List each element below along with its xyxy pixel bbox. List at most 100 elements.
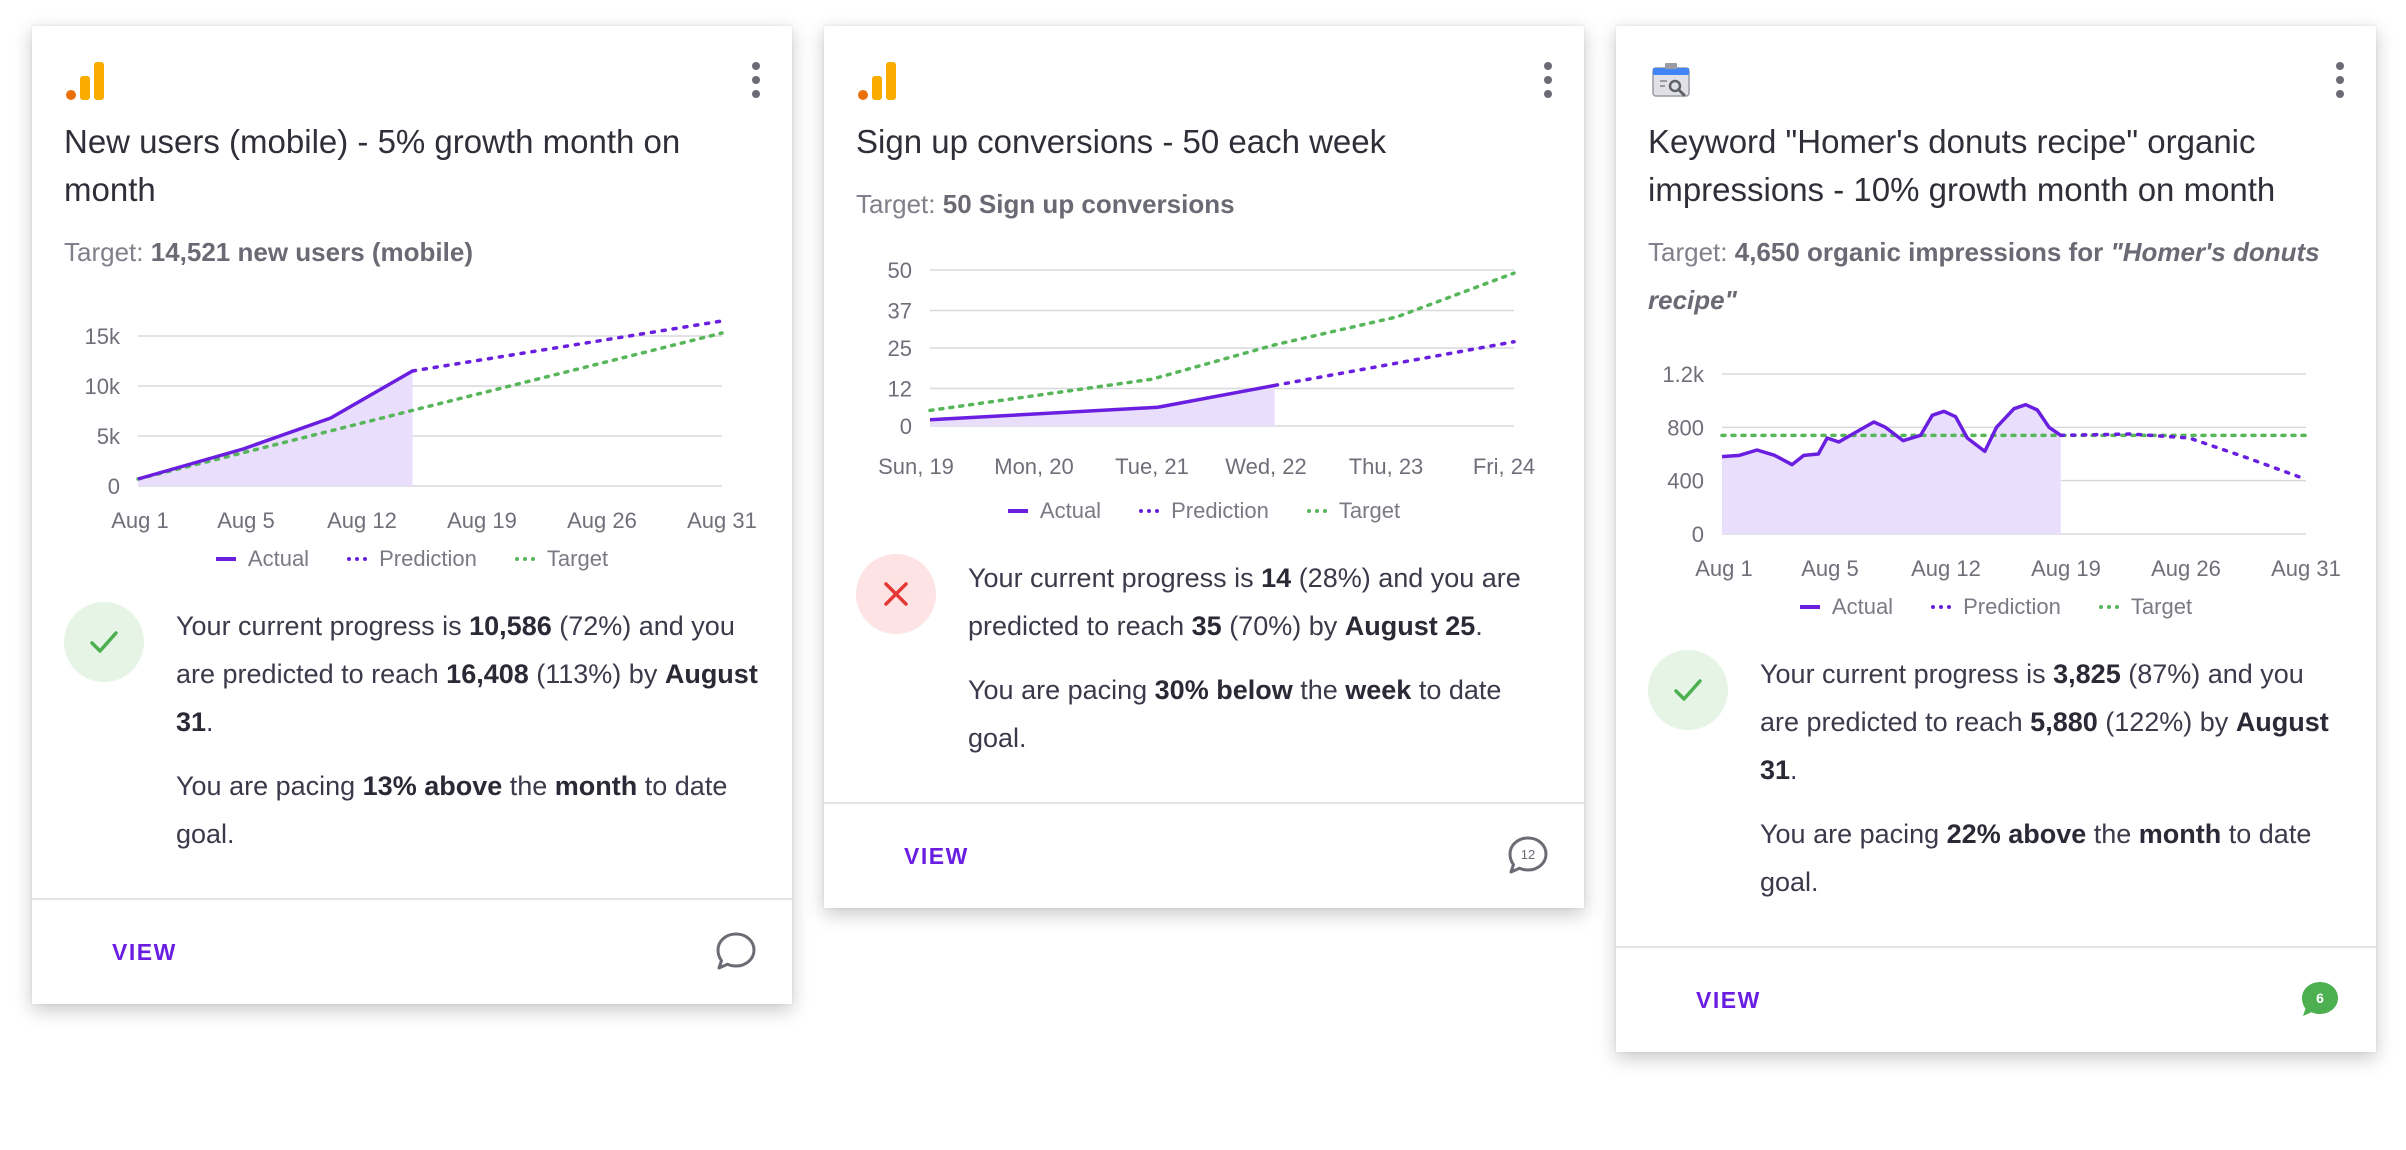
pacing-text: You are pacing 30% below the week to dat… [968,675,1502,753]
prediction-line [410,319,724,373]
goal-title: Sign up conversions - 50 each week [856,123,1387,160]
x-tick-label: Mon, 20 [994,454,1074,479]
x-tick-label: Aug 19 [2031,556,2101,581]
y-tick-label: 1.2k [1662,362,1705,387]
status-block: Your current progress is 3,825 (87%) and… [1648,650,2344,906]
y-tick-label: 0 [900,414,912,439]
y-tick-label: 15k [85,324,121,349]
legend-target-swatch [514,557,535,561]
progress-text: Your current progress is 10,586 (72%) an… [176,611,758,737]
y-tick-label: 0 [108,474,120,499]
actual-line [929,383,1275,422]
goal-card-sign-ups: Sign up conversions - 50 each week Targe… [824,26,1584,908]
progress-text: Your current progress is 14 (28%) and yo… [968,563,1521,641]
x-tick-label: Aug 5 [1801,556,1859,581]
goal-card-keyword: Keyword "Homer's donuts recipe" organic … [1616,26,2376,1052]
progress-text: Your current progress is 3,825 (87%) and… [1760,659,2329,785]
x-tick-label: Aug 31 [687,508,757,533]
x-tick-label: Aug 1 [1695,556,1753,581]
legend-target: Target [1338,498,1401,523]
chart-legend: Actual Prediction Target [1616,594,2376,620]
legend-prediction: Prediction [1963,594,2061,619]
y-tick-label: 0 [1692,522,1704,547]
x-tick-label: Aug 5 [217,508,275,533]
goal-card-new-users: New users (mobile) - 5% growth month on … [32,26,792,1004]
x-tick-label: Aug 31 [2271,556,2341,581]
x-tick-label: Aug 26 [2151,556,2221,581]
actual-area [138,371,413,486]
comment-badge-icon[interactable]: 6 [2298,978,2342,1022]
x-tick-label: Aug 26 [567,508,637,533]
search-console-icon [1652,63,1690,97]
svg-text:6: 6 [2316,990,2324,1006]
pacing-text: You are pacing 22% above the month to da… [1760,819,2312,897]
svg-text:12: 12 [1521,847,1535,862]
x-tick-label: Tue, 21 [1115,454,1189,479]
legend-target-swatch [1306,509,1327,513]
target-line [928,271,1516,413]
status-block: Your current progress is 10,586 (72%) an… [64,602,760,858]
view-button[interactable]: VIEW [1696,987,1761,1013]
legend-prediction-swatch [1139,509,1160,513]
y-tick-label: 37 [888,299,912,324]
legend-prediction: Prediction [379,546,477,571]
status-block: Your current progress is 14 (28%) and yo… [856,554,1552,762]
x-tick-label: Sun, 19 [878,454,954,479]
legend-prediction: Prediction [1171,498,1269,523]
x-tick-label: Thu, 23 [1349,454,1424,479]
legend-target: Target [2130,594,2193,619]
y-tick-label: 800 [1667,415,1704,440]
target-line [136,331,724,481]
card-footer: VIEW [32,898,792,1004]
x-tick-label: Aug 19 [447,508,517,533]
legend-target-swatch [2098,605,2119,609]
goal-chart: 15k 10k 5k 0 Aug 1 Aug 5 Aug 12 Aug 19 Aug 26 Aug… [85,319,757,533]
check-icon [1648,650,1728,730]
x-tick-label: Aug 12 [1911,556,1981,581]
goal-chart: 1.2k 800 400 0 Aug 1 Aug 5 Aug 12 Aug 19 Aug 26 A… [1662,362,2341,581]
comment-count-icon[interactable]: 12 [1506,834,1550,878]
legend-actual-swatch [1799,605,1820,609]
y-tick-label: 25 [888,336,912,361]
more-options-icon[interactable] [1540,62,1556,106]
x-tick-label: Aug 1 [111,508,169,533]
y-tick-label: 10k [85,374,121,399]
y-tick-label: 12 [888,377,912,402]
actual-line [1721,402,2062,467]
card-footer: VIEW 12 [824,802,1584,908]
goal-title: Keyword "Homer's donuts recipe" organic … [1648,123,2276,208]
goal-target: Target: 4,650 organic impressions for "H… [1648,237,2320,315]
actual-area [930,385,1275,426]
legend-prediction-swatch [347,557,368,561]
legend-actual-swatch [215,557,236,561]
analytics-bars-icon [66,62,104,100]
x-icon [856,554,936,634]
y-tick-label: 50 [888,258,912,283]
goal-target: Target: 14,521 new users (mobile) [64,237,473,267]
more-options-icon[interactable] [748,62,764,106]
prediction-line [2058,432,2308,482]
goal-target: Target: 50 Sign up conversions [856,189,1235,219]
y-tick-label: 5k [97,424,121,449]
legend-target: Target [546,546,609,571]
x-tick-label: Fri, 24 [1473,454,1535,479]
check-icon [64,602,144,682]
chart-legend: Actual Prediction Target [824,498,1584,524]
legend-actual-swatch [1007,509,1028,513]
card-footer: VIEW 6 [1616,946,2376,1052]
more-options-icon[interactable] [2332,62,2348,106]
goal-chart: 50 37 25 12 0 Sun, 19 Mon, 20 Tue, 21 Wed, 22 Thu… [878,258,1535,479]
pacing-text: You are pacing 13% above the month to da… [176,771,728,849]
view-button[interactable]: VIEW [904,843,969,869]
legend-actual: Actual [1831,594,1894,619]
prediction-line [1272,340,1516,388]
legend-prediction-swatch [1931,605,1952,609]
analytics-bars-icon [858,62,896,100]
view-button[interactable]: VIEW [112,939,177,965]
comment-icon[interactable] [714,930,758,974]
x-tick-label: Wed, 22 [1225,454,1307,479]
actual-line [137,369,414,481]
goal-title: New users (mobile) - 5% growth month on … [64,123,681,208]
y-tick-label: 400 [1667,469,1704,494]
actual-area [1722,404,2061,534]
